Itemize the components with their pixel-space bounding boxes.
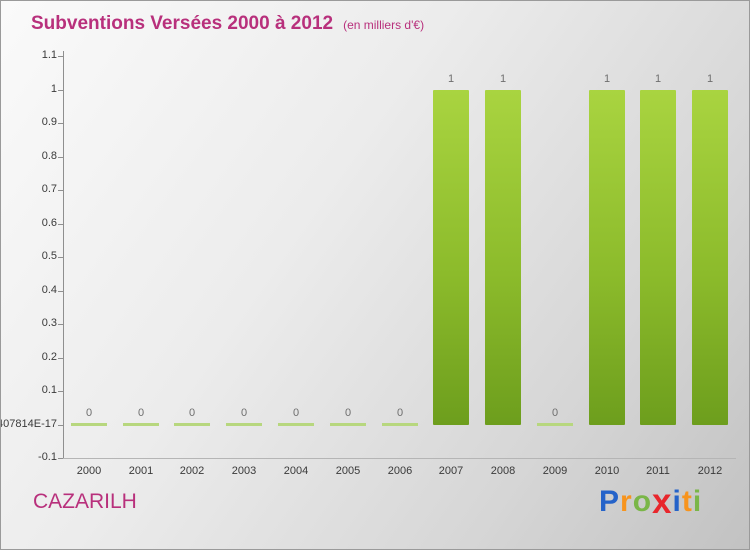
bar-value-label: 0 — [240, 407, 248, 419]
y-tick — [58, 358, 63, 359]
bar — [589, 90, 625, 425]
x-tick-label: 2010 — [594, 465, 620, 477]
x-tick-label: 2008 — [490, 465, 516, 477]
y-tick — [58, 257, 63, 258]
zero-value-bar — [330, 423, 366, 426]
zero-value-bar — [174, 423, 210, 426]
y-tick — [58, 324, 63, 325]
bar-value-label: 0 — [344, 407, 352, 419]
y-tick — [58, 56, 63, 57]
zero-value-bar — [71, 423, 107, 426]
y-axis-line — [63, 51, 64, 458]
y-tick-label: 0.8 — [41, 150, 57, 162]
zero-value-bar — [382, 423, 418, 426]
y-tick-label: 0.6 — [41, 217, 57, 229]
bar — [433, 90, 469, 425]
y-tick-label: -0.1 — [38, 451, 57, 463]
y-tick-label: 0.1 — [41, 384, 57, 396]
x-tick-label: 2001 — [128, 465, 154, 477]
y-tick-label: 1 — [50, 83, 57, 95]
bar-value-label: 1 — [706, 73, 714, 85]
y-tick — [58, 291, 63, 292]
y-tick — [58, 458, 63, 459]
x-tick-label: 2003 — [231, 465, 257, 477]
proxiti-logo: Proxiti — [599, 482, 703, 521]
bar — [485, 90, 521, 425]
chart-header: Subventions Versées 2000 à 2012 (en milli… — [31, 13, 424, 35]
chart-title: Subventions Versées 2000 à 2012 — [31, 13, 334, 34]
x-axis-line — [63, 458, 736, 459]
logo-letter: x — [652, 482, 673, 521]
y-tick-label: 1.407814E-17 — [1, 418, 57, 430]
y-tick-label: 0.2 — [41, 351, 57, 363]
bar — [692, 90, 728, 425]
bar-value-label: 0 — [85, 407, 93, 419]
zero-value-bar — [537, 423, 573, 426]
x-tick-label: 2005 — [335, 465, 361, 477]
bar-value-label: 1 — [603, 73, 611, 85]
y-tick-label: 0.4 — [41, 284, 57, 296]
logo-letter: i — [692, 485, 703, 518]
bar-value-label: 1 — [447, 73, 455, 85]
zero-value-bar — [123, 423, 159, 426]
y-tick-label: 1.1 — [41, 49, 57, 61]
y-tick — [58, 157, 63, 158]
bar-value-label: 1 — [499, 73, 507, 85]
bar — [640, 90, 676, 425]
bar-value-label: 0 — [188, 407, 196, 419]
y-tick — [58, 90, 63, 91]
y-tick — [58, 224, 63, 225]
x-tick-label: 2002 — [179, 465, 205, 477]
x-tick-label: 2006 — [387, 465, 413, 477]
chart-subtitle: (en milliers d'€) — [343, 18, 425, 32]
bar-value-label: 1 — [654, 73, 662, 85]
y-tick-label: 0.9 — [41, 116, 57, 128]
bar-value-label: 0 — [551, 407, 559, 419]
x-tick-label: 2012 — [697, 465, 723, 477]
y-tick-label: 0.3 — [41, 317, 57, 329]
y-tick — [58, 391, 63, 392]
x-tick-label: 2009 — [542, 465, 568, 477]
y-tick-label: 0.7 — [41, 183, 57, 195]
logo-letter: t — [681, 485, 693, 518]
logo-letter: P — [599, 485, 621, 518]
zero-value-bar — [226, 423, 262, 426]
y-tick — [58, 190, 63, 191]
bar-value-label: 0 — [396, 407, 404, 419]
x-tick-label: 2000 — [76, 465, 102, 477]
x-tick-label: 2004 — [283, 465, 309, 477]
entity-name: CAZARILH — [33, 490, 137, 513]
zero-value-bar — [278, 423, 314, 426]
bar-value-label: 0 — [292, 407, 300, 419]
logo-letter: o — [632, 485, 653, 518]
x-tick-label: 2011 — [646, 465, 670, 477]
x-tick-label: 2007 — [438, 465, 464, 477]
y-tick-label: 0.5 — [41, 250, 57, 262]
bar-value-label: 0 — [137, 407, 145, 419]
logo-letter: r — [620, 485, 633, 518]
y-tick — [58, 425, 63, 426]
logo-letter: i — [672, 485, 682, 518]
y-tick — [58, 123, 63, 124]
